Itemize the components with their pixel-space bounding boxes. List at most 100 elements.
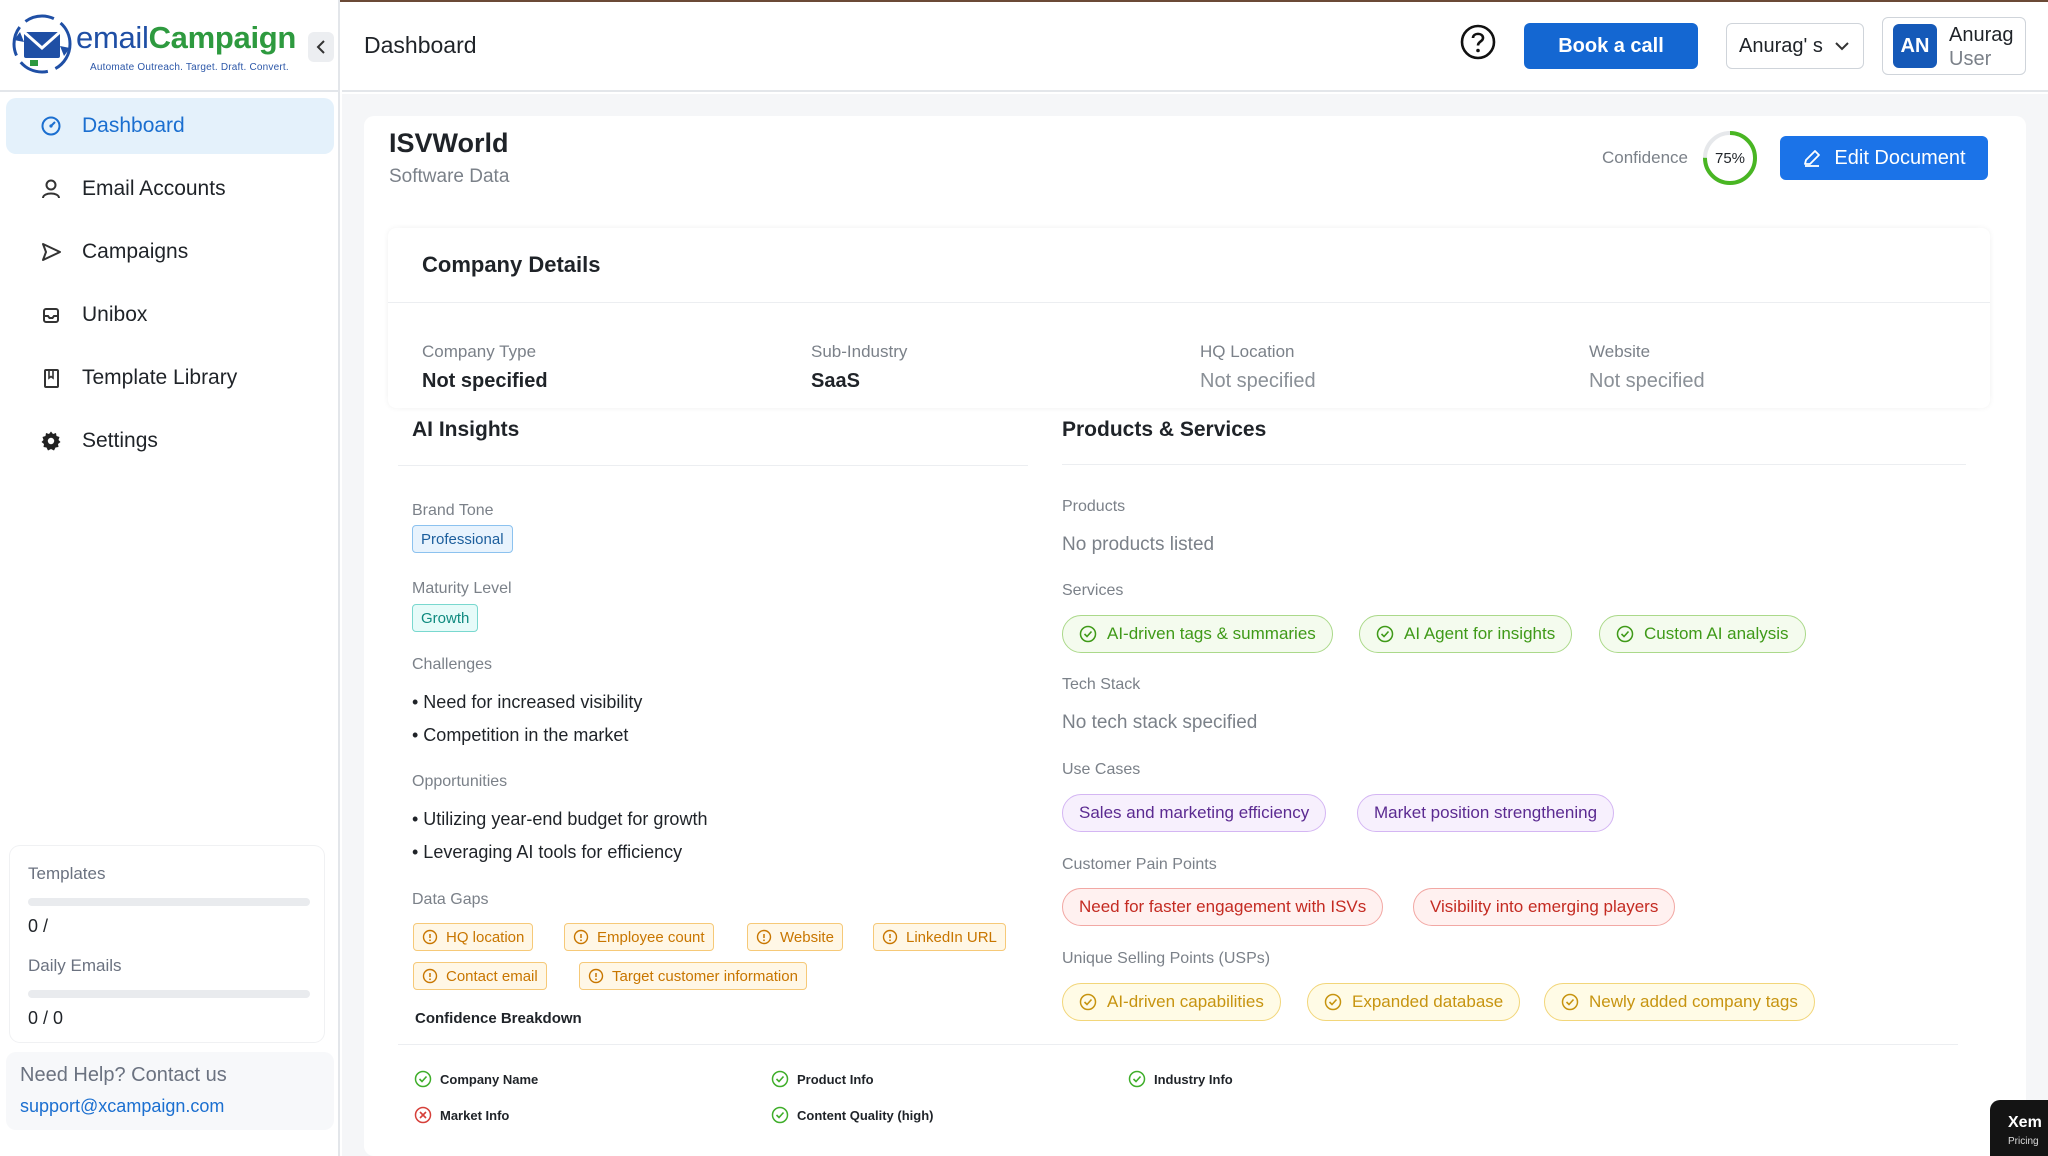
send-icon <box>38 239 64 265</box>
data-gap-tag: Target customer information <box>579 962 807 990</box>
user-role: User <box>1949 48 1991 71</box>
usp-pill: AI-driven capabilities <box>1062 983 1281 1021</box>
use-cases-label: Use Cases <box>1062 761 1140 779</box>
document-subtitle: Software Data <box>389 166 509 188</box>
templates-usage-value: 0 / <box>28 916 48 937</box>
edit-document-label: Edit Document <box>1834 147 1965 170</box>
usp-label: Unique Selling Points (USPs) <box>1062 950 1270 968</box>
confidence-item: Company Name <box>414 1070 538 1088</box>
website-value: Not specified <box>1589 370 1705 393</box>
products-services-title: Products & Services <box>1062 418 1266 442</box>
pain-points-label: Customer Pain Points <box>1062 856 1217 874</box>
check-circle-icon <box>1376 625 1394 643</box>
company-details-card <box>388 228 1990 408</box>
info-icon <box>882 929 898 945</box>
brand-tone-label: Brand Tone <box>412 502 494 520</box>
sidebar-item-template-library[interactable]: Template Library <box>6 350 334 406</box>
confidence-item: Industry Info <box>1128 1070 1233 1088</box>
confidence-value: 75% <box>1715 150 1745 167</box>
challenge-item: • Competition in the market <box>412 725 628 746</box>
confidence-item-label: Product Info <box>797 1072 874 1087</box>
check-circle-icon <box>771 1070 789 1088</box>
top-header: Dashboard Book a call Anurag' s AN Anura… <box>342 2 2048 92</box>
brand-logo-block[interactable]: emailCampaign Automate Outreach. Target.… <box>8 10 338 82</box>
info-icon <box>756 929 772 945</box>
data-gap-tag: LinkedIn URL <box>873 923 1006 951</box>
confidence-breakdown-title: Confidence Breakdown <box>415 1010 582 1027</box>
daily-emails-label: Daily Emails <box>28 956 122 976</box>
opportunity-item: • Leveraging AI tools for efficiency <box>412 842 682 863</box>
usp-pill: Newly added company tags <box>1544 983 1815 1021</box>
sidebar-item-email-accounts[interactable]: Email Accounts <box>6 161 334 217</box>
user-name: Anurag <box>1949 24 2014 47</box>
sub-industry-label: Sub-Industry <box>811 342 907 362</box>
hq-location-label: HQ Location <box>1200 342 1295 362</box>
chevron-left-icon <box>315 39 327 55</box>
divider <box>388 302 1990 303</box>
envelope-logo-icon <box>8 10 76 78</box>
gear-icon <box>38 428 64 454</box>
data-gap-label: Employee count <box>597 929 705 946</box>
brand-name: emailCampaign <box>76 20 296 56</box>
check-circle-icon <box>414 1070 432 1088</box>
data-gap-label: Contact email <box>446 968 538 985</box>
service-label: AI-driven tags & summaries <box>1107 624 1316 644</box>
sidebar-item-label: Template Library <box>82 366 237 390</box>
data-gap-label: Website <box>780 929 834 946</box>
tech-stack-label: Tech Stack <box>1062 676 1140 694</box>
user-menu[interactable]: AN Anurag User <box>1882 17 2026 75</box>
info-icon <box>422 968 438 984</box>
workspace-select[interactable]: Anurag' s <box>1726 23 1864 69</box>
sidebar-item-settings[interactable]: Settings <box>6 413 334 469</box>
support-email-link[interactable]: support@xcampaign.com <box>20 1096 224 1117</box>
inbox-icon <box>38 302 64 328</box>
data-gap-label: LinkedIn URL <box>906 929 997 946</box>
data-gap-label: HQ location <box>446 929 524 946</box>
floating-widget[interactable]: Xem Pricing <box>1990 1100 2048 1156</box>
check-circle-icon <box>1616 625 1634 643</box>
edit-document-button[interactable]: Edit Document <box>1780 136 1988 180</box>
brand-tagline: Automate Outreach. Target. Draft. Conver… <box>90 62 289 73</box>
sidebar-item-label: Unibox <box>82 303 147 327</box>
info-icon <box>422 929 438 945</box>
challenge-item: • Need for increased visibility <box>412 692 642 713</box>
collapse-sidebar-button[interactable] <box>308 32 334 62</box>
data-gap-tag: HQ location <box>413 923 533 951</box>
data-gap-label: Target customer information <box>612 968 798 985</box>
widget-subtitle: Pricing <box>2008 1136 2039 1147</box>
confidence-item-label: Market Info <box>440 1108 509 1123</box>
info-icon <box>573 929 589 945</box>
divider <box>1062 464 1966 465</box>
service-pill: AI-driven tags & summaries <box>1062 615 1333 653</box>
sidebar-item-campaigns[interactable]: Campaigns <box>6 224 334 280</box>
sidebar-nav: Dashboard Email Accounts Campaigns Unibo… <box>6 98 334 476</box>
company-details-title: Company Details <box>422 252 601 278</box>
templates-usage-bar <box>28 898 310 906</box>
check-circle-icon <box>1079 625 1097 643</box>
pain-point-pill: Need for faster engagement with ISVs <box>1062 888 1383 926</box>
sidebar: emailCampaign Automate Outreach. Target.… <box>0 0 340 1156</box>
info-icon <box>588 968 604 984</box>
sidebar-item-dashboard[interactable]: Dashboard <box>6 98 334 154</box>
data-gaps-label: Data Gaps <box>412 891 488 909</box>
user-icon <box>38 176 64 202</box>
usp-label-text: Expanded database <box>1352 992 1503 1012</box>
use-case-pill: Sales and marketing efficiency <box>1062 794 1326 832</box>
help-question-icon[interactable] <box>1460 24 1496 60</box>
products-empty-text: No products listed <box>1062 534 1214 556</box>
templates-usage-label: Templates <box>28 864 105 884</box>
confidence-item-label: Industry Info <box>1154 1072 1233 1087</box>
tech-stack-empty-text: No tech stack specified <box>1062 712 1257 734</box>
check-circle-icon <box>1128 1070 1146 1088</box>
use-case-pill: Market position strengthening <box>1357 794 1614 832</box>
help-title: Need Help? Contact us <box>20 1064 227 1087</box>
page-title: Dashboard <box>364 32 477 59</box>
widget-title: Xem <box>2008 1114 2042 1132</box>
service-pill: Custom AI analysis <box>1599 615 1806 653</box>
sidebar-item-unibox[interactable]: Unibox <box>6 287 334 343</box>
book-call-button[interactable]: Book a call <box>1524 23 1698 69</box>
service-pill: AI Agent for insights <box>1359 615 1572 653</box>
sidebar-item-label: Settings <box>82 429 158 453</box>
check-circle-icon <box>1561 993 1579 1011</box>
x-circle-icon <box>414 1106 432 1124</box>
